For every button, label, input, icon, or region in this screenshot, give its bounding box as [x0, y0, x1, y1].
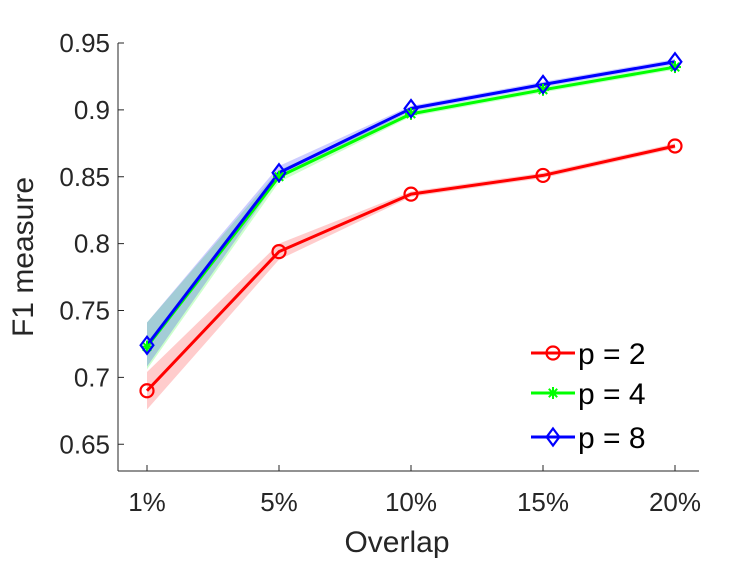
- x-tick-label: 10%: [385, 487, 437, 517]
- series-markers: [139, 51, 683, 399]
- data-point-1-2: [271, 244, 287, 260]
- legend-label-2: p = 4: [578, 378, 646, 411]
- x-tick-label: 15%: [517, 487, 569, 517]
- confidence-band-2: [147, 64, 675, 370]
- axes-box: [117, 43, 699, 472]
- x-axis: 1% 5% 10% 15% 20%: [128, 465, 701, 517]
- legend-marker-2: [547, 387, 559, 399]
- y-tick-label: 0.85: [59, 162, 110, 192]
- legend-label-1: p = 2: [578, 338, 646, 371]
- data-point-3-5: [667, 51, 683, 73]
- y-axis-title: F1 measure: [7, 177, 40, 337]
- data-point-1-1: [139, 383, 155, 399]
- x-tick-label: 20%: [649, 487, 701, 517]
- data-point-3-4: [535, 74, 551, 95]
- data-point-3-1: [139, 334, 155, 356]
- legend: p = 2 p = 4 p = 8: [531, 338, 646, 455]
- y-axis: 0.65 0.7 0.75 0.8 0.85 0.9 0.95: [59, 28, 124, 459]
- legend-marker-3: [545, 426, 561, 448]
- legend-label-3: p = 8: [578, 422, 646, 455]
- data-point-3-2: [271, 162, 287, 184]
- y-tick-label: 0.7: [74, 362, 110, 392]
- x-tick-label: 5%: [260, 487, 298, 517]
- x-axis-title: Overlap: [344, 526, 449, 559]
- confidence-band-3: [147, 59, 675, 367]
- data-point-1-3: [403, 186, 419, 202]
- y-tick-label: 0.65: [59, 429, 110, 459]
- legend-marker-1: [545, 345, 561, 361]
- y-tick-label: 0.95: [59, 28, 110, 58]
- data-point-1-5: [667, 138, 683, 154]
- y-tick-label: 0.8: [74, 229, 110, 259]
- x-tick-label: 1%: [128, 487, 166, 517]
- data-point-3-3: [403, 98, 419, 119]
- y-tick-label: 0.9: [74, 95, 110, 125]
- y-tick-label: 0.75: [59, 296, 110, 326]
- confidence-band-1: [147, 143, 675, 410]
- series-line-1: [145, 144, 676, 392]
- data-point-1-4: [535, 167, 551, 184]
